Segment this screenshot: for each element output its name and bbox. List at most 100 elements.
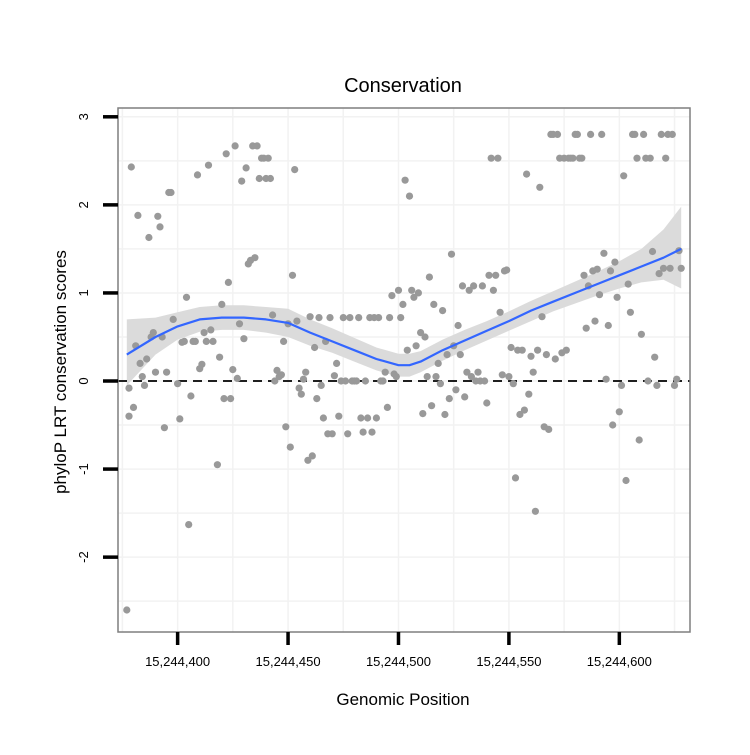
- data-point: [280, 337, 288, 345]
- data-point: [335, 412, 343, 420]
- data-point: [573, 130, 582, 138]
- data-point: [631, 130, 639, 138]
- data-point: [242, 164, 250, 172]
- data-point: [445, 395, 453, 403]
- data-point: [291, 166, 299, 174]
- data-point: [609, 421, 617, 429]
- data-point: [408, 286, 416, 294]
- data-point: [582, 324, 590, 332]
- data-point: [677, 264, 685, 272]
- data-point: [598, 130, 606, 138]
- data-point: [319, 414, 327, 422]
- data-point: [383, 403, 391, 411]
- data-point: [372, 414, 380, 422]
- data-point: [341, 377, 350, 385]
- data-point: [498, 371, 506, 379]
- data-point: [202, 337, 210, 345]
- data-point: [204, 161, 213, 169]
- data-point: [328, 430, 336, 438]
- data-point: [507, 343, 515, 352]
- data-point: [452, 386, 460, 394]
- data-point: [421, 333, 429, 341]
- x-tick-label: 15,244,450: [256, 654, 321, 669]
- data-point: [461, 393, 469, 401]
- x-axis: 15,244,400 15,244,450 15,244,500 15,244,550…: [145, 632, 652, 669]
- y-tick-label: 2: [76, 201, 91, 208]
- data-point: [138, 373, 146, 381]
- data-point: [637, 330, 646, 338]
- data-point: [315, 314, 323, 322]
- y-tick-label: -1: [76, 463, 91, 475]
- data-point: [467, 373, 475, 381]
- data-point: [176, 415, 184, 423]
- data-point: [207, 326, 215, 334]
- data-point: [229, 366, 237, 374]
- data-point: [273, 366, 281, 374]
- data-point: [655, 270, 663, 278]
- data-point: [463, 368, 471, 376]
- data-point: [288, 271, 297, 279]
- y-tick-label: 3: [76, 113, 91, 120]
- data-point: [286, 443, 294, 451]
- data-point: [662, 154, 670, 162]
- data-point: [644, 377, 652, 385]
- data-point: [191, 337, 199, 345]
- data-point: [127, 163, 135, 171]
- data-point: [156, 223, 164, 231]
- data-point: [277, 371, 285, 379]
- data-point: [454, 321, 462, 330]
- data-point: [399, 300, 407, 308]
- data-point: [578, 154, 586, 162]
- data-point: [425, 273, 433, 281]
- data-point: [412, 342, 420, 350]
- data-point: [375, 314, 383, 322]
- data-point: [602, 375, 610, 383]
- data-point: [357, 414, 365, 422]
- data-point: [545, 425, 553, 433]
- data-point: [657, 130, 665, 138]
- data-point: [587, 130, 595, 138]
- data-point: [478, 282, 486, 290]
- data-point: [520, 406, 529, 414]
- data-point: [443, 351, 451, 359]
- data-point: [302, 368, 310, 376]
- data-point: [403, 346, 411, 354]
- data-point: [271, 377, 279, 385]
- data-point: [536, 183, 544, 191]
- data-point: [496, 308, 504, 316]
- data-point: [160, 424, 168, 432]
- data-point: [163, 368, 171, 376]
- data-point: [633, 154, 641, 162]
- data-point: [149, 329, 157, 337]
- data-point: [569, 154, 577, 162]
- data-point: [620, 172, 628, 180]
- data-point: [143, 355, 151, 363]
- data-point: [238, 177, 246, 185]
- x-tick-label: 15,244,550: [476, 654, 541, 669]
- data-point: [516, 410, 524, 419]
- data-point: [123, 606, 131, 614]
- data-point: [169, 315, 177, 323]
- data-point: [381, 368, 389, 376]
- data-point: [529, 368, 537, 376]
- data-point: [441, 410, 449, 419]
- data-point: [266, 174, 274, 183]
- data-point: [606, 267, 615, 275]
- data-point: [330, 372, 338, 380]
- data-point: [187, 392, 195, 400]
- data-point: [518, 346, 526, 354]
- x-tick-label: 15,244,600: [587, 654, 652, 669]
- data-point: [670, 381, 679, 389]
- data-point: [151, 368, 160, 376]
- data-point: [668, 130, 676, 138]
- data-point: [379, 377, 387, 385]
- data-point: [474, 368, 482, 376]
- data-point: [401, 176, 409, 184]
- data-point: [483, 399, 491, 407]
- data-point: [185, 521, 193, 529]
- data-point: [231, 142, 239, 150]
- data-point: [295, 384, 303, 392]
- data-point: [551, 355, 559, 363]
- data-point: [653, 381, 661, 389]
